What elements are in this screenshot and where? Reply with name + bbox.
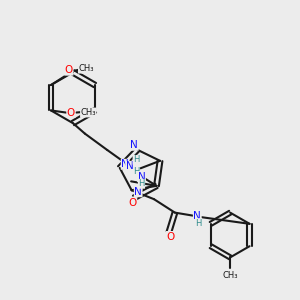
Text: CH₃: CH₃ xyxy=(80,108,96,117)
Text: O: O xyxy=(166,232,175,242)
Text: O: O xyxy=(128,198,137,208)
Text: H: H xyxy=(138,179,145,188)
Text: H: H xyxy=(133,167,139,176)
Text: N: N xyxy=(194,211,201,220)
Text: H: H xyxy=(195,219,202,228)
Text: N: N xyxy=(138,172,146,182)
Text: N: N xyxy=(121,159,129,169)
Text: O: O xyxy=(67,107,75,118)
Text: O: O xyxy=(65,65,73,75)
Text: H: H xyxy=(133,155,140,164)
Text: N: N xyxy=(126,161,134,171)
Text: N: N xyxy=(130,140,138,150)
Text: CH₃: CH₃ xyxy=(78,64,94,73)
Text: CH₃: CH₃ xyxy=(223,271,238,280)
Text: N: N xyxy=(134,187,142,197)
